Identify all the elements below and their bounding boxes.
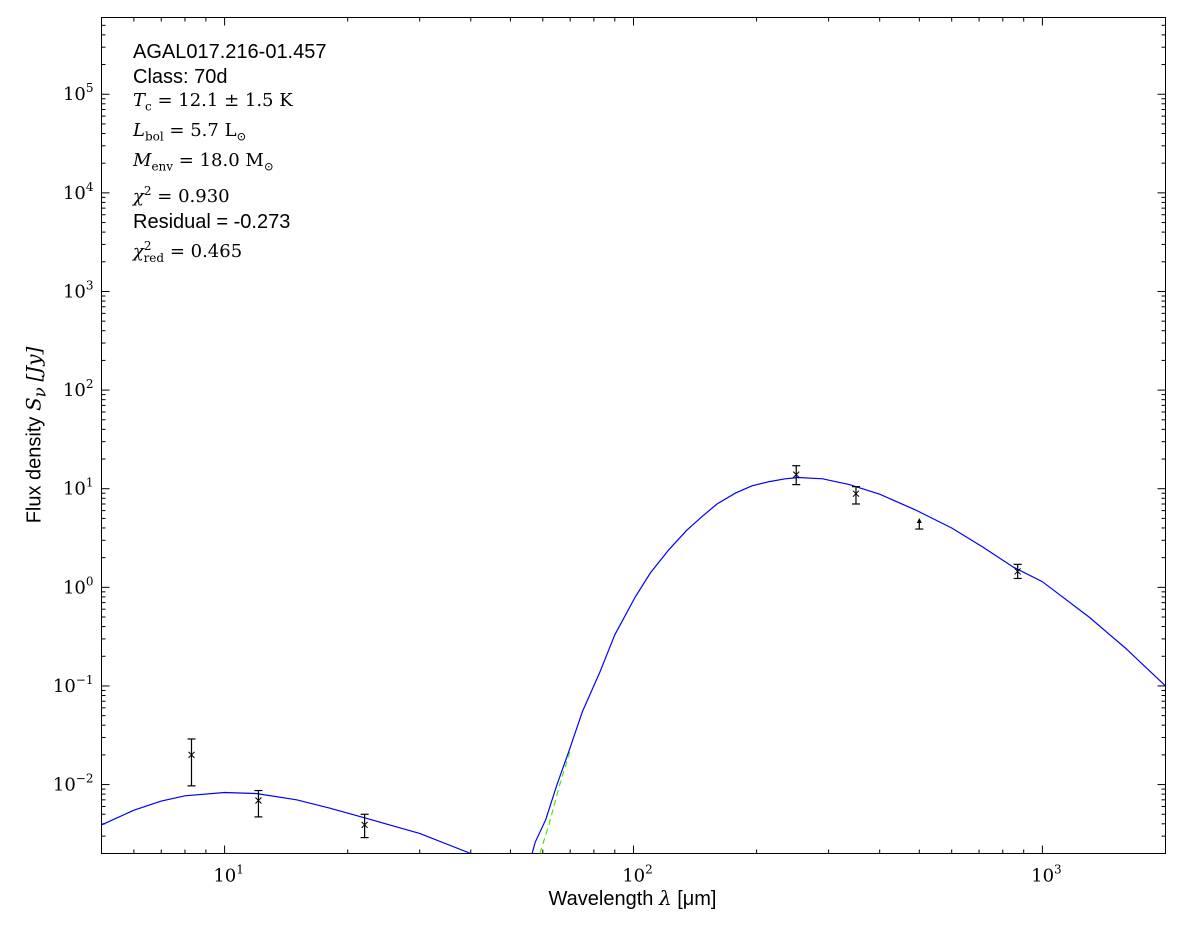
residual: Residual = -0.273: [133, 210, 291, 233]
luminosity: Lbol = 5.7 L⊙: [133, 120, 247, 144]
x-tick-label: 101: [213, 863, 244, 887]
tick-labels: 101 102 103 10−2 10−1 100 101 102 103 104 105: [53, 81, 1062, 886]
source-name: AGAL017.216-01.457: [133, 41, 327, 63]
y-axis-label: Flux density Sν [Jy]: [21, 346, 50, 524]
model-total-curve: [531, 476, 1166, 854]
y-tick-label: 105: [63, 81, 94, 105]
axis-ticks: [101, 17, 1166, 854]
data-point: [360, 813, 369, 839]
data-point: [1013, 563, 1022, 580]
cold-component-curve: [539, 750, 571, 854]
data-points: [187, 465, 1022, 839]
data-point: [254, 789, 263, 818]
x-tick-label: 103: [1031, 863, 1062, 887]
y-tick-label: 102: [63, 377, 94, 401]
reduced-chi-squared: χ2red = 0.465: [133, 239, 243, 265]
arrow-up-icon: [916, 518, 922, 524]
y-tick-label: 10−1: [53, 673, 94, 697]
y-tick-label: 104: [63, 180, 94, 204]
y-tick-label: 103: [63, 278, 94, 302]
data-point: [187, 738, 196, 787]
data-point: [915, 518, 924, 530]
source-class: Class: 70d: [133, 65, 228, 88]
y-tick-label: 10−2: [53, 772, 94, 796]
x-marker: [1014, 568, 1022, 575]
x-tick-label: 102: [622, 863, 653, 887]
x-marker: [188, 751, 195, 759]
x-marker: [792, 471, 800, 478]
y-tick-label: 100: [63, 574, 94, 598]
data-point: [792, 465, 801, 486]
model-curves: [101, 476, 1166, 854]
envelope-mass: Menv = 18.0 M⊙: [133, 150, 274, 174]
x-marker: [255, 797, 262, 804]
x-marker: [361, 821, 368, 829]
model-total-curve: [101, 791, 472, 854]
fit-annotation: AGAL017.216-01.457 Class: 70d Tc = 12.1 …: [133, 40, 327, 270]
data-point: [851, 486, 860, 505]
temperature: Tc = 12.1 ± 1.5 K: [133, 90, 293, 114]
y-tick-label: 101: [63, 476, 94, 500]
x-marker: [852, 490, 860, 498]
chi-squared: χ2 = 0.930: [133, 184, 230, 208]
x-axis-label: Wavelength λ [μm]: [548, 886, 717, 910]
